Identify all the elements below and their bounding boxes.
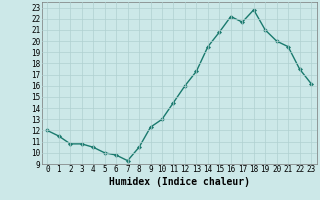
X-axis label: Humidex (Indice chaleur): Humidex (Indice chaleur): [109, 177, 250, 187]
